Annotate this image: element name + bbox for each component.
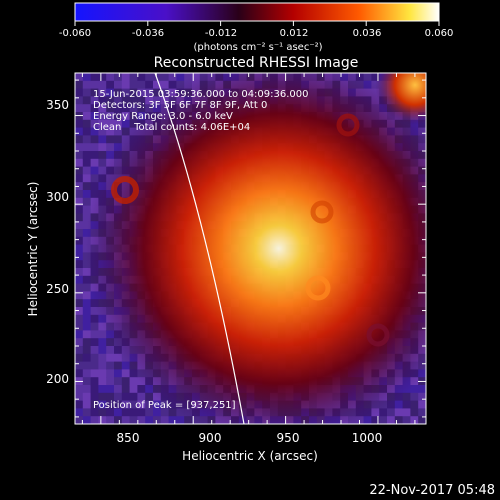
axis-ticks <box>75 73 426 424</box>
rhessi-image <box>75 73 426 424</box>
clean-counts-label: Clean Total counts: 4.06E+04 <box>93 122 250 133</box>
colorbar-tick-label: 0.036 <box>353 28 382 39</box>
y-axis-title: Heliocentric Y (arcsec) <box>26 182 40 317</box>
colorbar-gradient <box>75 3 439 21</box>
x-tick-label: 900 <box>199 431 222 445</box>
colorbar-tick-label: -0.012 <box>205 28 237 39</box>
image-title: Reconstructed RHESSI Image <box>154 55 359 71</box>
x-tick-label: 1000 <box>352 431 383 445</box>
colorbar-ticks <box>74 21 440 26</box>
y-tick-label: 350 <box>46 98 69 112</box>
colorbar-tick-label: 0.012 <box>280 28 309 39</box>
colorbar: -0.060 -0.036 -0.012 0.012 0.036 0.060 (… <box>59 2 454 53</box>
plot-frame <box>74 72 427 425</box>
time-range-label: 15-Jun-2015 03:59:36.000 to 04:09:36.000 <box>93 89 309 100</box>
detectors-label: Detectors: 3F 5F 6F 7F 8F 9F, Att 0 <box>93 100 267 111</box>
x-tick-label: 950 <box>277 431 300 445</box>
generation-date: 22-Nov-2017 05:48 <box>369 483 495 498</box>
colorbar-tick-label: 0.060 <box>425 28 454 39</box>
peak-position-label: Position of Peak = [937,251] <box>93 400 236 411</box>
solar-limb-line <box>154 73 245 424</box>
y-tick-label: 200 <box>46 372 69 386</box>
y-tick-label: 250 <box>46 282 69 296</box>
colorbar-frame <box>74 2 440 22</box>
colorbar-units: (photons cm⁻² s⁻¹ asec⁻²) <box>193 42 322 53</box>
energy-range-label: Energy Range: 3.0 - 6.0 keV <box>93 111 233 122</box>
x-axis-title: Heliocentric X (arcsec) <box>182 449 318 463</box>
colorbar-tick-label: -0.060 <box>59 28 91 39</box>
x-tick-label: 850 <box>117 431 140 445</box>
y-tick-label: 300 <box>46 190 69 204</box>
colorbar-tick-label: -0.036 <box>132 28 164 39</box>
